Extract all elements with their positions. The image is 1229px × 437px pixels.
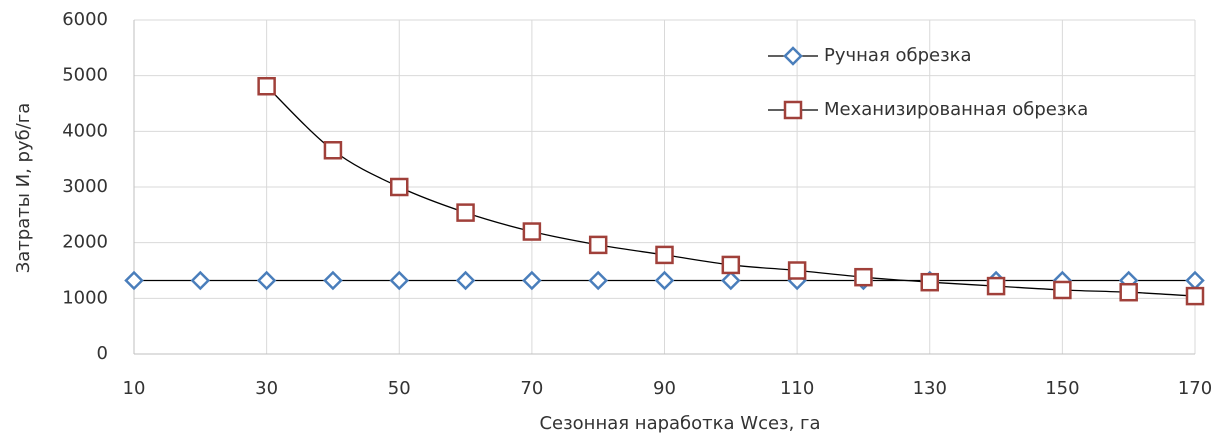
marker	[1119, 282, 1138, 302]
x-tick-label: 30	[255, 378, 278, 399]
marker	[721, 255, 741, 275]
legend-marker	[783, 100, 803, 120]
marker	[655, 245, 674, 265]
marker	[1185, 286, 1205, 306]
x-tick-label: 170	[1178, 378, 1212, 399]
x-tick-label: 150	[1045, 378, 1079, 399]
marker	[1185, 270, 1205, 291]
marker	[455, 270, 476, 291]
x-tick-label: 110	[780, 378, 814, 399]
x-tick-label: 50	[388, 378, 411, 399]
y-tick-label: 5000	[62, 65, 108, 86]
marker	[1053, 280, 1072, 300]
y-tick-label: 1000	[62, 287, 108, 308]
marker	[654, 270, 675, 291]
x-tick-label: 130	[913, 378, 947, 399]
y-tick-label: 2000	[62, 232, 108, 253]
marker	[124, 270, 144, 291]
marker	[854, 267, 873, 287]
marker	[522, 270, 542, 291]
y-axis-label: Затраты И, руб/га	[13, 103, 34, 274]
y-tick-label: 0	[97, 343, 108, 364]
marker	[389, 270, 410, 291]
legend-marker	[783, 46, 803, 66]
marker	[190, 270, 211, 291]
legend-label: Механизированная обрезка	[824, 99, 1088, 120]
marker	[256, 270, 277, 291]
marker	[257, 76, 276, 96]
marker	[456, 203, 475, 222]
marker	[390, 177, 409, 197]
marker	[920, 272, 939, 292]
y-tick-label: 3000	[62, 176, 108, 197]
marker	[986, 276, 1006, 296]
y-tick-label: 4000	[62, 120, 108, 141]
marker	[787, 261, 807, 280]
x-axis-label: Сезонная наработка Wсез, га	[539, 413, 820, 434]
x-tick-label: 70	[520, 378, 543, 399]
marker	[721, 270, 741, 291]
marker	[588, 270, 608, 291]
y-tick-label: 6000	[62, 9, 108, 30]
marker	[323, 270, 343, 291]
marker	[588, 235, 608, 255]
marker	[522, 222, 542, 241]
x-tick-label: 90	[653, 378, 676, 399]
x-tick-label: 10	[123, 378, 146, 399]
marker	[323, 141, 343, 160]
legend-label: Ручная обрезка	[824, 45, 972, 66]
